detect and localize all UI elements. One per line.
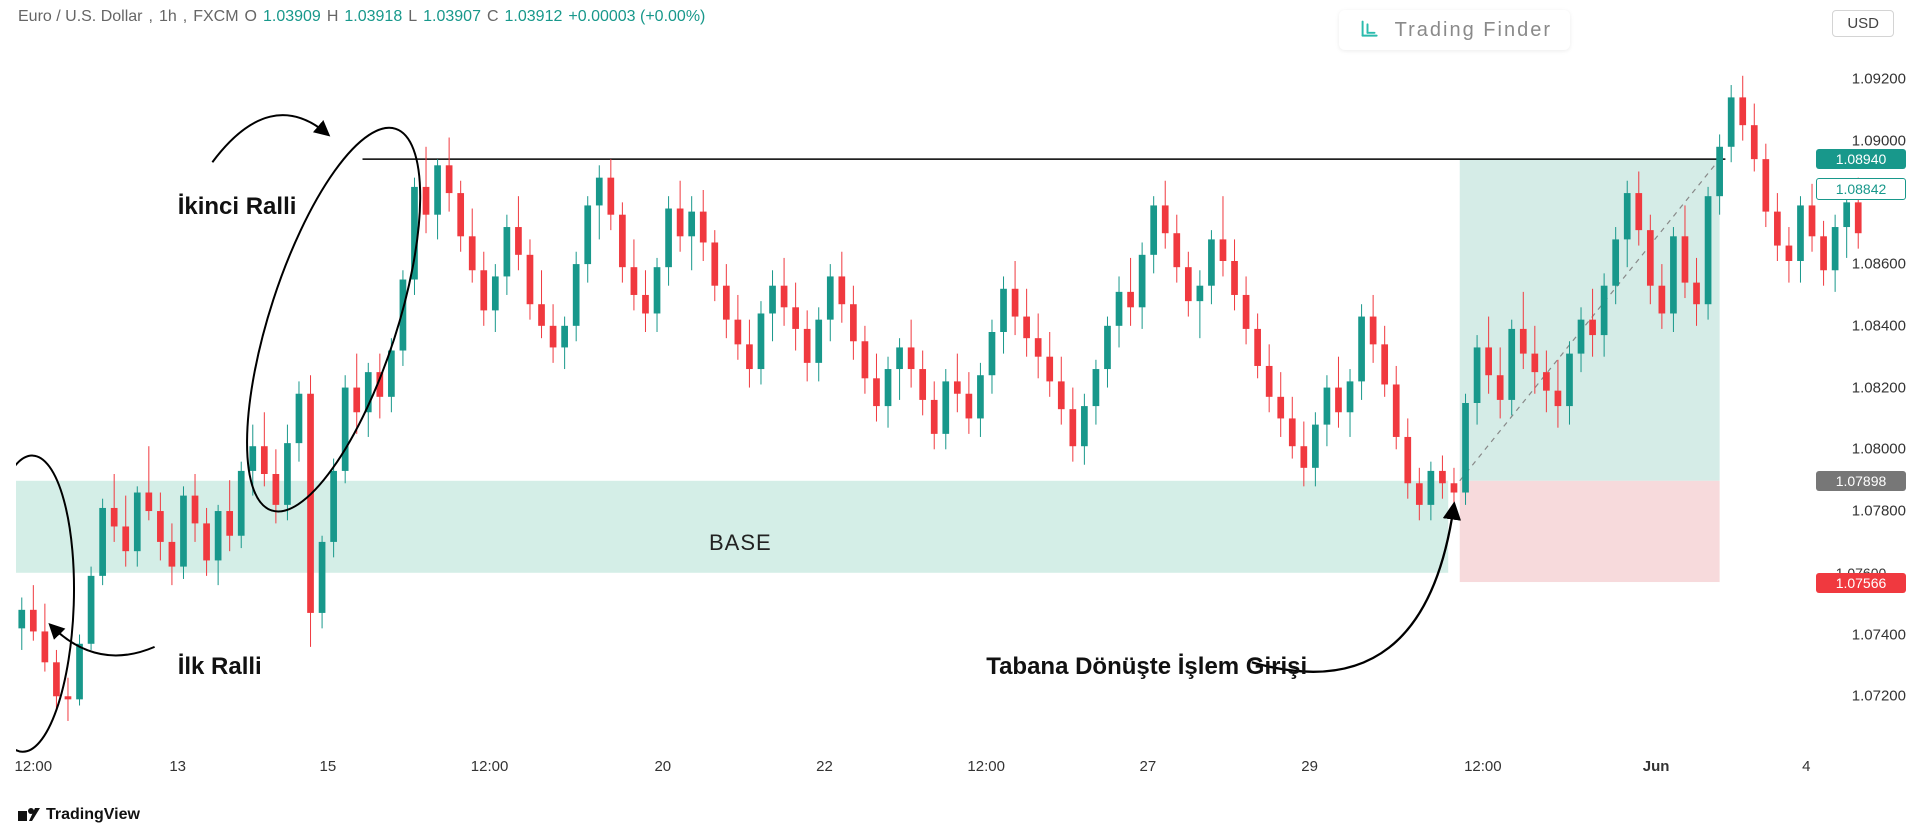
chart-frame: Euro / U.S. Dollar, 1h, FXCM O1.03909 H1…	[0, 0, 1920, 840]
x-tick: 22	[816, 758, 833, 775]
base-label: BASE	[709, 530, 772, 556]
y-tick: 1.08200	[1816, 379, 1906, 396]
branding-icon	[1357, 16, 1385, 44]
x-axis: 12:00 13 15 12:00 20 22 12:00 27 29 12:00 Jun 4	[16, 758, 1864, 788]
h-value: 1.03918	[344, 8, 402, 26]
branding-badge: Trading Finder	[1339, 10, 1570, 50]
y-tick: 1.08400	[1816, 317, 1906, 334]
y-tick: 1.07400	[1816, 626, 1906, 643]
x-tick: 15	[320, 758, 337, 775]
x-tick: 4	[1802, 758, 1810, 775]
y-tick: 1.08600	[1816, 256, 1906, 273]
o-value: 1.03909	[263, 8, 321, 26]
h-label: H	[327, 8, 339, 26]
broker: FXCM	[193, 8, 238, 26]
currency-button[interactable]: USD	[1832, 10, 1894, 37]
x-tick: 12:00	[471, 758, 509, 775]
price-tag: 1.07566	[1816, 573, 1906, 593]
y-tick: 1.09000	[1816, 132, 1906, 149]
l-value: 1.03907	[423, 8, 481, 26]
chart-header: Euro / U.S. Dollar, 1h, FXCM O1.03909 H1…	[18, 8, 705, 26]
tradingview-icon	[18, 807, 40, 823]
x-tick: 27	[1140, 758, 1157, 775]
x-tick: 12:00	[1464, 758, 1502, 775]
y-tick: 1.09200	[1816, 70, 1906, 87]
c-label: C	[487, 8, 499, 26]
candlestick-chart	[16, 48, 1864, 758]
price-tag: 1.08842	[1816, 178, 1906, 200]
x-tick: Jun	[1643, 758, 1670, 775]
change-value: +0.00003 (+0.00%)	[568, 8, 705, 26]
x-tick: 13	[169, 758, 186, 775]
y-tick: 1.08000	[1816, 441, 1906, 458]
symbol-name: Euro / U.S. Dollar	[18, 8, 142, 26]
l-label: L	[408, 8, 417, 26]
x-tick: 20	[654, 758, 671, 775]
price-tag: 1.08940	[1816, 149, 1906, 169]
y-tick: 1.07800	[1816, 503, 1906, 520]
x-tick: 12:00	[967, 758, 1005, 775]
x-tick: 12:00	[15, 758, 53, 775]
o-label: O	[245, 8, 257, 26]
y-tick: 1.07200	[1816, 688, 1906, 705]
c-value: 1.03912	[505, 8, 563, 26]
tradingview-footer: TradingView	[18, 806, 140, 824]
annotation-ilk-ralli: İlk Ralli	[178, 653, 262, 681]
y-axis: 1.09200 1.09000 1.08600 1.08400 1.08200 1.080…	[1816, 48, 1906, 758]
x-tick: 29	[1301, 758, 1318, 775]
price-tag: 1.07898	[1816, 471, 1906, 491]
annotation-tabana: Tabana Dönüşte İşlem Girişi	[986, 653, 1307, 681]
branding-text: Trading Finder	[1395, 19, 1552, 42]
annotation-ikinci-ralli: İkinci Ralli	[178, 193, 297, 221]
timeframe: 1h	[159, 8, 177, 26]
plot-area[interactable]	[16, 48, 1864, 758]
